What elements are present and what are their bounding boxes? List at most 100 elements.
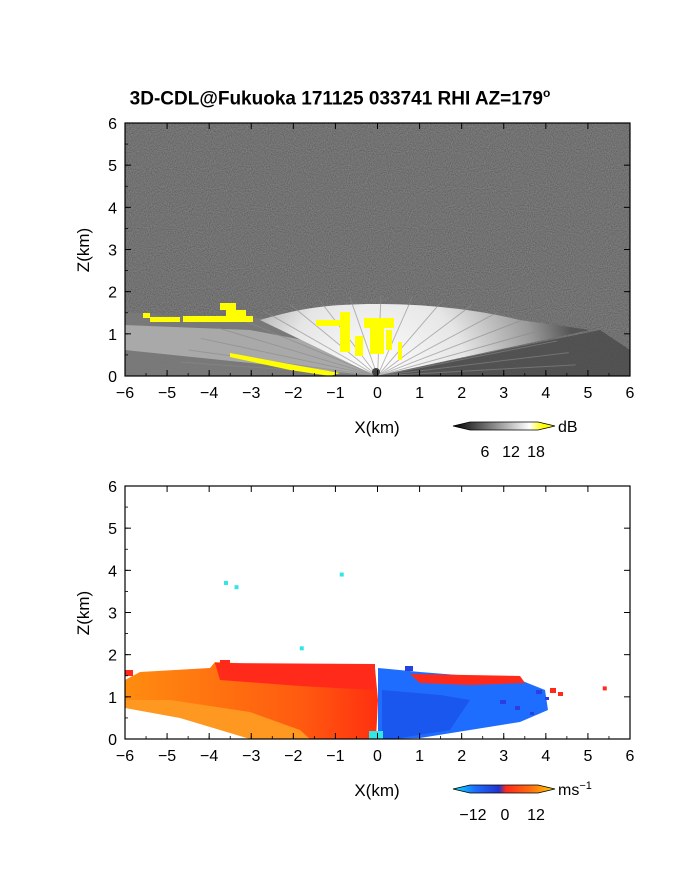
panel1-xtick-label: −2 — [284, 385, 302, 402]
velocity-field — [125, 572, 607, 739]
red-cap-over-inbound — [410, 674, 525, 685]
db-colorbar-bar — [452, 421, 556, 431]
speckle — [125, 670, 133, 676]
left-echo-core — [125, 325, 376, 376]
speckle — [558, 692, 563, 696]
panel1-ytick-label: 0 — [108, 369, 117, 386]
panel2-ylabel: Z(km) — [74, 591, 93, 635]
speckle — [536, 690, 542, 694]
speckle — [220, 660, 230, 666]
outbound-upper-band — [215, 663, 375, 690]
fan-ray — [262, 310, 378, 376]
panel2-xtick-label: 3 — [499, 748, 508, 765]
inbound-speckle — [405, 666, 549, 715]
panel1-xtick-label: 6 — [626, 385, 635, 402]
fan-ray — [180, 361, 378, 376]
panel1-ytick-label: 6 — [108, 116, 117, 133]
panel2-xtick-label: −3 — [242, 748, 260, 765]
fan-ray — [200, 337, 378, 376]
echo-layer — [125, 295, 630, 376]
yellow-patch — [143, 313, 150, 318]
velocity-panel: −6 −5 −4 −3 −2 −1 0 1 2 3 4 5 6 0 1 2 3 4 5 6 X(km) Z(km) — [74, 479, 635, 800]
yellow-patch — [220, 303, 236, 310]
radar-apex-marker — [372, 368, 380, 376]
yellow-patch — [150, 317, 180, 322]
panel2-xtick-label: −1 — [326, 748, 344, 765]
panel1-xtick-label: 1 — [415, 385, 424, 402]
isolated-points — [224, 572, 607, 691]
isolated-point — [234, 585, 239, 590]
fan-ray — [377, 304, 472, 376]
yellow-patch — [355, 336, 363, 356]
fan-ray — [377, 340, 558, 376]
yellow-patch — [316, 320, 346, 326]
db-colorbar-label: dB — [558, 419, 578, 436]
yellow-patch — [398, 342, 402, 360]
velocity-colorbar-tick: 12 — [527, 807, 545, 824]
panel2-ytick-label: 5 — [108, 521, 117, 538]
fan-ray — [238, 317, 378, 376]
speckle — [500, 700, 506, 704]
panel2-ytick-label: 3 — [108, 606, 117, 623]
yellow-ground-streak — [230, 353, 340, 376]
fan-ray — [377, 352, 569, 376]
fan-ray — [377, 329, 542, 376]
yellow-patch — [183, 316, 253, 322]
velocity-colorbar-tick: −12 — [459, 807, 486, 824]
velocity-colorbar: ms−1 −12 0 12 — [452, 780, 592, 824]
fan-ray — [377, 297, 413, 376]
panel1-xlabel: X(km) — [354, 418, 399, 437]
panel1-xtick-label: −5 — [158, 385, 176, 402]
panel2-xtick-label: 2 — [457, 748, 466, 765]
panel1-xtick-label: 0 — [373, 385, 382, 402]
velocity-unit-exponent: −1 — [579, 780, 592, 792]
panel1-ylabel: Z(km) — [74, 228, 93, 272]
orange-lower-left — [125, 700, 310, 739]
velocity-colorbar-bar — [452, 784, 556, 794]
isolated-point — [602, 686, 607, 691]
panel2-xtick-label: 6 — [626, 748, 635, 765]
velocity-unit: ms — [558, 782, 579, 799]
db-colorbar-tick: 18 — [527, 444, 545, 461]
reflectivity-panel: −6 −5 −4 −3 −2 −1 0 1 2 3 4 5 6 0 1 2 3 4 5 6 X(km) Z(km) — [74, 116, 635, 437]
chart-title-main: 3D-CDL@Fukuoka 171125 033741 RHI AZ=179 — [129, 88, 543, 110]
outbound-speckle — [125, 660, 563, 696]
panel1-ytick-label: 2 — [108, 285, 117, 302]
panel2-xtick-label: 1 — [415, 748, 424, 765]
panel2-axes: −6 −5 −4 −3 −2 −1 0 1 2 3 4 5 6 0 1 2 3 4 5 6 — [108, 479, 634, 765]
fan-ray — [377, 319, 522, 376]
db-colorbar-tick: 6 — [481, 444, 490, 461]
speckle — [530, 712, 534, 715]
speckle — [550, 688, 556, 693]
panel1-xtick-label: 4 — [541, 385, 550, 402]
zero-velocity-patch — [369, 731, 383, 739]
speckle — [405, 666, 413, 671]
panel1-axes: −6 −5 −4 −3 −2 −1 0 1 2 3 4 5 6 0 1 2 3 4 5 6 — [108, 116, 634, 402]
fan-ray — [377, 364, 576, 376]
speckle — [515, 706, 520, 710]
fan-ray — [377, 300, 443, 376]
yellow-patch — [370, 328, 384, 354]
yellow-patch — [386, 330, 392, 350]
high-dB-patches — [143, 303, 402, 376]
panel2-ytick-label: 6 — [108, 479, 117, 496]
panel1-ytick-label: 5 — [108, 158, 117, 175]
yellow-patch — [226, 310, 246, 316]
panel2-ytick-label: 2 — [108, 648, 117, 665]
panel1-xtick-label: −4 — [200, 385, 218, 402]
panel1-xtick-label: −1 — [326, 385, 344, 402]
panel2-ytick-label: 4 — [108, 563, 117, 580]
isolated-point — [224, 580, 228, 585]
db-colorbar-tick: 12 — [502, 444, 520, 461]
panel1-ytick-label: 1 — [108, 327, 117, 344]
speckle — [545, 697, 549, 700]
velocity-colorbar-tick: 0 — [501, 807, 510, 824]
panel2-xtick-label: 4 — [541, 748, 550, 765]
panel2-xtick-label: −2 — [284, 748, 302, 765]
right-echo-layer — [376, 330, 630, 376]
panel2-xtick-label: 0 — [373, 748, 382, 765]
panel1-xtick-label: 2 — [457, 385, 466, 402]
fan-ray — [289, 303, 378, 376]
chart-title-degree: o — [542, 86, 551, 100]
fan-ray — [377, 311, 499, 376]
